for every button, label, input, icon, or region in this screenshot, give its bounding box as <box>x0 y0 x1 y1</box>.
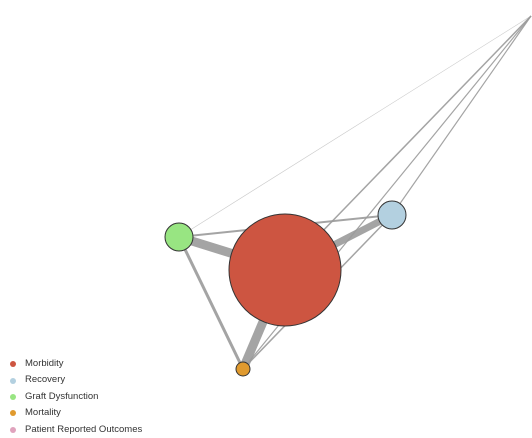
legend-label-morbidity: Morbidity <box>25 358 64 369</box>
legend-dot-patient-reported-outcomes <box>10 426 16 433</box>
node-layer <box>164 200 407 377</box>
legend-dot-graft-dysfunction <box>10 394 16 401</box>
legend: Morbidity Recovery Graft Dysfunction Mor… <box>10 356 142 438</box>
legend-item-patient-reported-outcomes: Patient Reported Outcomes <box>10 422 142 438</box>
edge-pro-graft <box>178 15 532 238</box>
edge-pro-recovery <box>391 15 532 216</box>
node-recovery[interactable] <box>377 200 407 230</box>
legend-item-mortality: Mortality <box>10 405 142 421</box>
node-mortality[interactable] <box>235 361 251 377</box>
legend-item-morbidity: Morbidity <box>10 356 142 372</box>
edge-graft-mortality <box>177 236 245 370</box>
legend-item-recovery: Recovery <box>10 372 142 388</box>
legend-label-graft-dysfunction: Graft Dysfunction <box>25 390 99 402</box>
legend-dot-mortality <box>10 410 16 417</box>
legend-dot-morbidity <box>10 361 16 368</box>
legend-label-patient-reported-outcomes: Patient Reported Outcomes <box>25 423 143 435</box>
legend-dot-recovery <box>10 377 16 384</box>
legend-item-graft-dysfunction: Graft Dysfunction <box>10 389 142 405</box>
node-morbidity[interactable] <box>228 213 342 327</box>
legend-label-recovery: Recovery <box>25 374 66 386</box>
node-graft[interactable] <box>164 222 194 252</box>
edge-pro-morbidity <box>284 15 532 271</box>
legend-label-mortality: Mortality <box>25 407 61 419</box>
edge-layer <box>177 15 532 371</box>
